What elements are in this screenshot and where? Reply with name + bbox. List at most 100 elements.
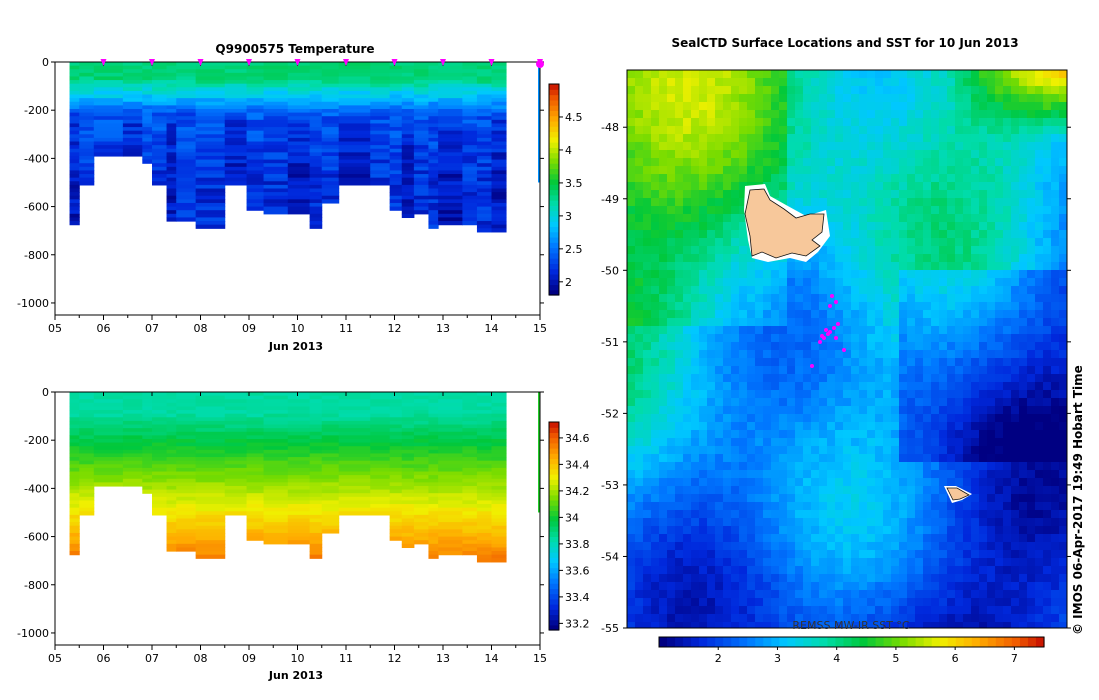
sst-cell xyxy=(835,222,844,231)
section-cell xyxy=(438,98,463,103)
sst-cell xyxy=(779,358,788,367)
sst-cell xyxy=(667,286,676,295)
y-tick-label: -600 xyxy=(24,531,49,544)
sst-cell xyxy=(1043,254,1052,263)
sst-cell xyxy=(875,438,884,447)
section-cell xyxy=(476,98,492,103)
section-cell xyxy=(152,141,168,146)
sst-cell xyxy=(1027,246,1036,255)
section-cell xyxy=(428,174,439,179)
section-cell xyxy=(69,155,80,161)
section-cell xyxy=(122,420,143,426)
section-cell xyxy=(122,446,143,451)
sst-cell xyxy=(643,238,652,247)
sst-cell xyxy=(995,126,1004,135)
sst-cell xyxy=(867,182,876,191)
sst-cell xyxy=(1019,174,1028,183)
sst-cell xyxy=(643,142,652,151)
section-cell xyxy=(491,406,507,411)
sst-cell xyxy=(811,414,820,423)
colorbar-step xyxy=(549,598,559,605)
section-cell xyxy=(263,460,289,465)
colorbar-step xyxy=(549,89,559,96)
section-cell xyxy=(428,188,439,193)
sst-cell xyxy=(1003,206,1012,215)
sst-cell xyxy=(899,214,908,223)
sst-cell xyxy=(651,326,660,335)
section-cell xyxy=(263,467,289,473)
section-cell xyxy=(246,155,265,161)
sst-cell xyxy=(1027,430,1036,439)
sst-cell xyxy=(955,246,964,255)
sst-cell xyxy=(827,398,836,407)
section-cell xyxy=(462,137,478,143)
sst-cell xyxy=(795,406,804,415)
section-cell xyxy=(491,431,507,436)
section-cell xyxy=(462,420,478,426)
sst-cell xyxy=(939,246,948,255)
sst-cell xyxy=(1027,126,1036,135)
section-cell xyxy=(370,392,391,397)
sst-cell xyxy=(851,406,860,415)
section-cell xyxy=(389,392,403,397)
sst-cell xyxy=(1003,262,1012,271)
sst-cell xyxy=(699,150,708,159)
sst-cell xyxy=(1003,86,1012,95)
section-cell xyxy=(401,181,415,186)
section-cell xyxy=(428,428,439,433)
section-cell xyxy=(413,489,429,494)
sst-cell xyxy=(763,430,772,439)
section-cell xyxy=(69,174,80,179)
sst-cell xyxy=(691,230,700,239)
sst-cell xyxy=(683,190,692,199)
sst-cell xyxy=(1027,94,1036,103)
sst-cell xyxy=(659,334,668,343)
sst-cell xyxy=(731,134,740,143)
sst-cell xyxy=(1027,446,1036,455)
section-cell xyxy=(142,489,153,494)
sst-cell xyxy=(683,214,692,223)
sst-cell xyxy=(1059,254,1067,263)
sst-cell xyxy=(659,366,668,375)
sst-cell xyxy=(843,246,852,255)
section-cell xyxy=(438,453,463,458)
sst-cell xyxy=(875,422,884,431)
sst-cell xyxy=(707,358,716,367)
section-cell xyxy=(195,141,226,146)
sst-cell xyxy=(819,278,828,287)
sst-cell xyxy=(883,350,892,359)
sst-cell xyxy=(971,150,980,159)
sst-cell xyxy=(1035,70,1044,79)
section-cell xyxy=(79,406,95,411)
section-cell xyxy=(166,130,177,135)
sst-cell xyxy=(787,198,796,207)
sst-cell xyxy=(963,398,972,407)
section-cell xyxy=(166,522,177,527)
sst-cell xyxy=(955,230,964,239)
sst-cell xyxy=(987,150,996,159)
sst-cell xyxy=(851,254,860,263)
sst-cell xyxy=(899,262,908,271)
section-cell xyxy=(69,435,80,440)
section-cell xyxy=(438,101,463,106)
section-cell xyxy=(152,417,168,422)
sst-cell xyxy=(683,198,692,207)
sst-cell xyxy=(739,374,748,383)
sst-cell xyxy=(915,222,924,231)
sst-cell xyxy=(643,198,652,207)
sst-cell xyxy=(1019,310,1028,319)
sst-cell xyxy=(627,398,636,407)
section-cell xyxy=(195,90,226,96)
section-cell xyxy=(476,148,492,153)
sst-cell xyxy=(1051,70,1060,79)
sst-cell xyxy=(971,230,980,239)
sst-cell xyxy=(707,414,716,423)
section-cell xyxy=(476,453,492,458)
sst-cell xyxy=(723,254,732,263)
section-cell xyxy=(338,123,371,128)
section-cell xyxy=(438,94,463,99)
section-cell xyxy=(152,435,168,440)
sst-cell xyxy=(947,102,956,111)
sst-cell xyxy=(891,262,900,271)
sst-cell xyxy=(891,238,900,247)
